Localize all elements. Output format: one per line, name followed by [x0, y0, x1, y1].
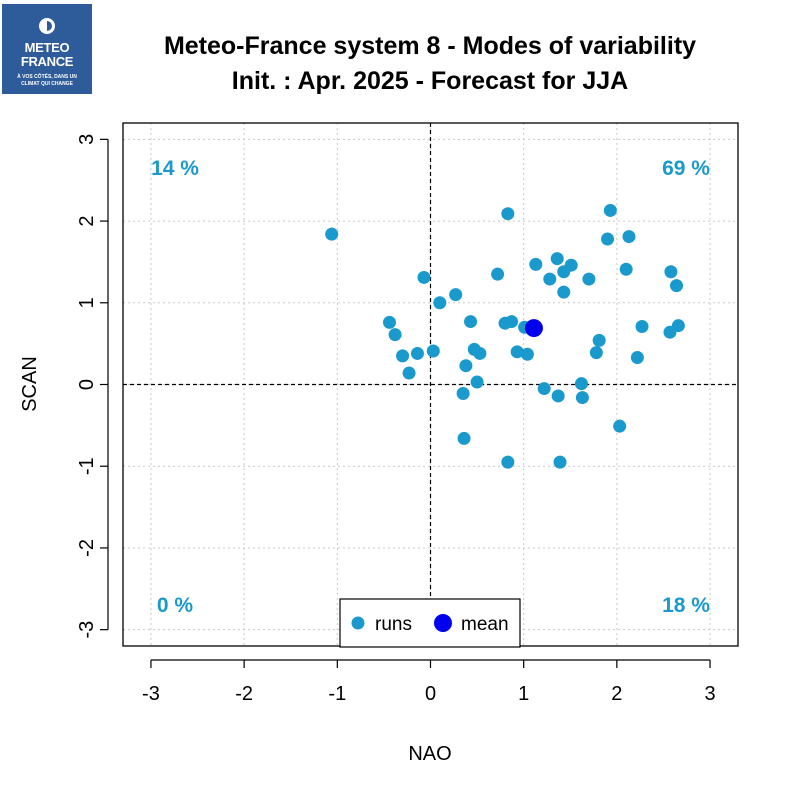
quadrant-label-top-right: 69 % [662, 157, 710, 180]
run-point [464, 315, 478, 329]
run-point [582, 272, 596, 286]
run-point [603, 203, 617, 217]
legend-mean-label: mean [461, 614, 509, 635]
run-point [501, 455, 515, 469]
run-point [510, 345, 524, 359]
run-point [396, 349, 410, 363]
x-tick-label: 3 [704, 683, 715, 705]
y-tick-label: -3 [76, 621, 98, 639]
run-point [589, 346, 603, 360]
run-point [325, 227, 339, 241]
y-tick-label: 2 [76, 216, 98, 227]
run-point [622, 230, 636, 244]
meteo-france-logo: METEO FRANCE À VOS CÔTÉS, DANS UN CLIMAT… [2, 4, 92, 94]
logo-tagline2: CLIMAT QUI CHANGE [21, 81, 73, 87]
x-tick-label: 0 [425, 683, 436, 705]
logo-line2: FRANCE [20, 54, 74, 69]
run-point [635, 319, 649, 333]
y-tick-label: 0 [76, 379, 98, 390]
run-point [664, 265, 678, 279]
axes: -3 -2 -1 0 1 2 3 -3 -2 -1 0 1 2 3 [76, 122, 739, 705]
run-point [574, 377, 588, 391]
run-point [505, 315, 519, 329]
logo-mark-icon [39, 18, 55, 34]
run-point [592, 333, 606, 347]
y-tick-label: 3 [76, 134, 98, 145]
y-tick-label: -2 [76, 539, 98, 557]
run-point [601, 232, 615, 246]
legend-mean-marker [434, 614, 452, 632]
run-point [501, 207, 515, 221]
run-point [619, 262, 633, 276]
run-point [557, 285, 571, 299]
y-axis-label: SCAN [19, 356, 41, 412]
run-point [537, 382, 551, 396]
run-point [529, 257, 543, 271]
run-point [550, 252, 564, 266]
logo-line1: METEO [24, 40, 70, 55]
quadrant-label-bottom-left: 0 % [157, 594, 194, 617]
legend-runs-marker [351, 616, 365, 630]
x-tick-label: 2 [611, 683, 622, 705]
logo-tagline1: À VOS CÔTÉS, DANS UN [17, 74, 77, 80]
run-point [553, 455, 567, 469]
legend-runs-label: runs [375, 614, 412, 635]
run-point [557, 265, 571, 279]
x-tick-label: -3 [142, 683, 160, 705]
x-tick-label: 1 [518, 683, 529, 705]
run-point [520, 347, 534, 361]
run-point [543, 272, 557, 286]
y-tick-label: 1 [76, 297, 98, 308]
run-point [670, 279, 683, 293]
run-point [433, 296, 447, 310]
run-point [383, 315, 396, 329]
x-tick-label: -1 [328, 683, 346, 705]
chart-title: Meteo-France system 8 - Modes of variabi… [164, 32, 696, 60]
quadrant-label-top-left: 14 % [151, 157, 199, 180]
run-point [457, 431, 471, 445]
run-point [417, 270, 431, 284]
run-point [410, 346, 424, 360]
run-point [388, 328, 402, 342]
run-point [491, 267, 505, 281]
run-point [575, 391, 589, 405]
x-tick-label: -2 [235, 683, 253, 705]
mean-point [524, 319, 543, 338]
run-point [402, 366, 416, 380]
run-point [630, 351, 644, 365]
legend: runs mean [339, 598, 521, 648]
run-point [459, 359, 473, 373]
run-point [449, 288, 463, 302]
run-point [473, 346, 487, 360]
zero-lines [123, 123, 738, 646]
run-point [613, 419, 627, 433]
chart-subtitle: Init. : Apr. 2025 - Forecast for JJA [232, 67, 628, 95]
y-tick-label: -1 [76, 457, 98, 475]
data-points [325, 203, 685, 469]
run-point [470, 375, 484, 389]
run-point [426, 344, 440, 358]
legend-box [339, 598, 521, 648]
x-axis-label: NAO [408, 743, 451, 765]
run-point [456, 386, 470, 400]
quadrant-label-bottom-right: 18 % [662, 594, 710, 617]
run-point [551, 389, 565, 403]
run-point [663, 325, 677, 339]
